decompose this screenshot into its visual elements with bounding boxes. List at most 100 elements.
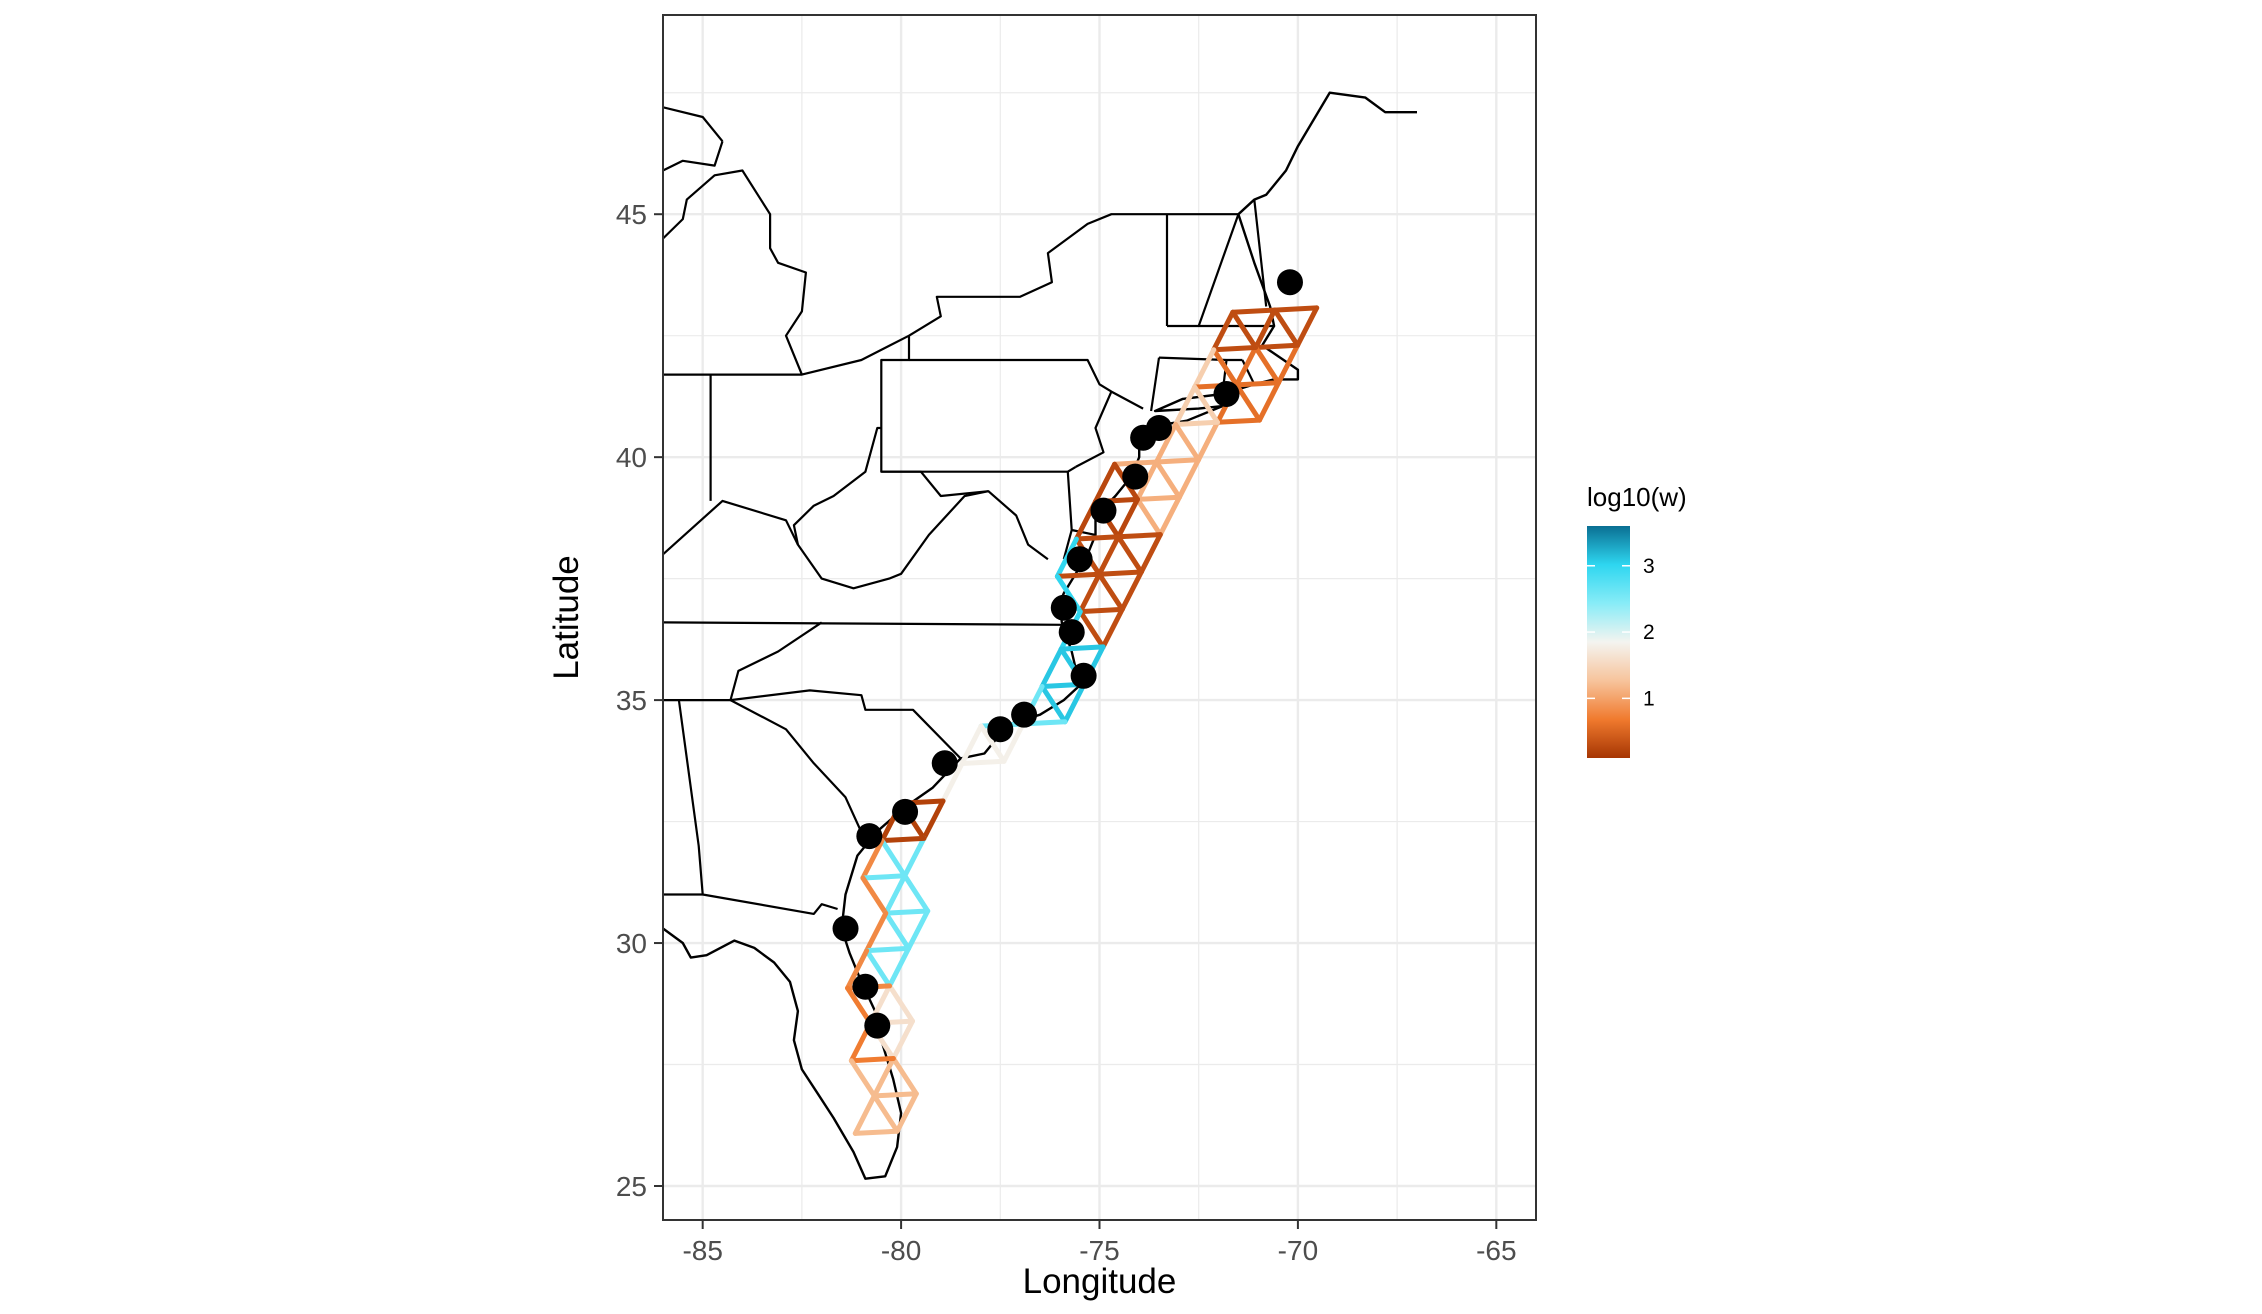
grid-edge <box>1112 459 1159 467</box>
grid-edge <box>1093 461 1118 505</box>
grid-edge <box>1058 644 1106 652</box>
sample-points <box>832 269 1303 1039</box>
state-border <box>663 140 724 172</box>
grid-edge <box>883 910 912 951</box>
state-boundaries <box>663 91 1417 1180</box>
state-border <box>663 106 724 142</box>
state-border <box>880 335 1077 473</box>
grid-edge <box>1230 307 1278 315</box>
grid-edge <box>845 948 870 991</box>
grid-edge <box>1138 532 1163 575</box>
grid-edge <box>848 1058 877 1099</box>
grid-edge <box>894 1091 919 1134</box>
sample-point <box>1058 619 1085 646</box>
state-border <box>1241 359 1256 385</box>
x-tick-label: -65 <box>1476 1235 1516 1266</box>
grid-edge <box>887 983 915 1024</box>
y-tick-label: 35 <box>616 685 647 716</box>
grid-edge <box>1272 305 1320 313</box>
grid-edge <box>1234 382 1262 423</box>
sample-point <box>892 798 919 825</box>
grid-edge <box>959 723 984 766</box>
grid-edge <box>959 758 1007 766</box>
x-axis: -85 -80 -75 -70 -65 <box>682 1220 1517 1266</box>
grid-edge <box>906 908 931 951</box>
grid-edge <box>1192 384 1220 425</box>
grid-edge <box>1154 457 1201 465</box>
sample-point <box>987 716 1014 743</box>
grid-edge <box>890 1018 915 1061</box>
x-tick-label: -80 <box>881 1235 921 1266</box>
grid-edge <box>871 1093 900 1134</box>
state-border <box>909 358 1144 410</box>
state-border <box>663 198 1256 376</box>
grid-edge <box>1115 496 1140 540</box>
grid-edge <box>860 873 908 881</box>
grid-edge <box>1100 606 1125 650</box>
grid-edge <box>1211 309 1236 353</box>
sample-point <box>931 750 958 777</box>
sample-point <box>1090 497 1117 524</box>
grid-edge <box>890 1056 919 1097</box>
grid-edge <box>902 835 927 879</box>
legend-label: 3 <box>1643 555 1655 578</box>
sample-point <box>1276 269 1303 296</box>
sample-point <box>1070 662 1097 689</box>
sample-point <box>1213 380 1240 407</box>
grid-edge <box>978 723 1007 764</box>
grid-edge <box>1096 569 1144 577</box>
state-border <box>663 169 807 376</box>
grid-edge <box>1192 347 1217 390</box>
state-border <box>663 499 799 556</box>
grid-edge <box>1135 494 1182 502</box>
grid-edge <box>1215 417 1262 425</box>
grid-edge <box>1173 419 1220 427</box>
grid-edge <box>902 873 931 914</box>
grid-edge <box>1257 380 1281 423</box>
grid-edge <box>1295 305 1320 348</box>
state-border <box>677 699 838 915</box>
grid-edge <box>1253 307 1278 350</box>
grid-edge <box>1173 422 1201 463</box>
grid-edge <box>1253 345 1281 386</box>
grid-edge <box>1115 532 1163 540</box>
grid-edge <box>845 985 873 1026</box>
state-border <box>729 621 823 701</box>
grid-edge <box>883 908 931 916</box>
grid-edge <box>1176 457 1201 500</box>
legend-label: 1 <box>1643 687 1655 710</box>
x-axis-title: Longitude <box>1023 1262 1177 1301</box>
grid-edge <box>1276 342 1301 386</box>
sample-point <box>1146 415 1173 442</box>
grid-edge <box>1196 419 1220 463</box>
legend-colorbar <box>1587 526 1630 758</box>
grid-edge <box>1077 571 1102 615</box>
sample-point <box>864 1012 891 1039</box>
sample-point <box>832 915 859 942</box>
grid-edge <box>879 835 927 844</box>
sample-point <box>1066 546 1093 573</box>
grid-edge <box>1234 345 1259 388</box>
grid-edge <box>1073 534 1121 542</box>
grid-edge <box>871 1091 919 1099</box>
grid-edge <box>1211 347 1240 388</box>
grid-edge <box>864 910 889 954</box>
grid-edge <box>864 945 912 954</box>
y-tick-label: 30 <box>616 928 647 959</box>
grid-edge <box>864 948 893 989</box>
grid-edge <box>1119 569 1144 612</box>
grid-edge <box>871 1056 896 1099</box>
y-tick-label: 40 <box>616 442 647 473</box>
sample-point <box>1122 463 1149 490</box>
grid-edge <box>1230 309 1259 350</box>
x-tick-label: -70 <box>1278 1235 1318 1266</box>
sample-point <box>856 823 883 850</box>
grid-edge <box>1039 646 1064 689</box>
y-axis: 25 30 35 40 45 <box>616 199 663 1202</box>
state-border <box>1253 199 1268 307</box>
grid-edge <box>1077 609 1106 650</box>
grid-edge <box>921 798 946 841</box>
grid-edge <box>1001 721 1026 764</box>
sample-point <box>852 973 879 1000</box>
